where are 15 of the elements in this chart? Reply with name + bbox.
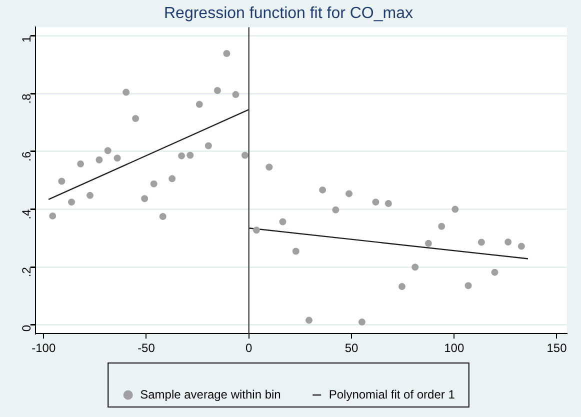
y-tick-label: 0 [20,324,34,332]
y-tick-label: .8 [20,93,34,104]
legend-label: Sample average within bin [140,387,281,402]
x-tick-label: 150 [546,341,568,356]
chart-title: Regression function fit for CO_max [164,5,413,22]
x-tick-label: 50 [344,341,358,356]
y-tick-label: 1 [20,36,34,43]
x-tick-label: -100 [32,341,56,356]
legend-label: Polynomial fit of order 1 [328,387,456,402]
x-tick-label: -50 [138,341,156,356]
y-tick-label: .2 [20,266,34,278]
x-tick-label: 100 [444,341,464,356]
x-tick-label: 0 [246,341,253,356]
y-tick-label: .4 [20,208,34,220]
y-tick-label: .6 [20,151,34,162]
